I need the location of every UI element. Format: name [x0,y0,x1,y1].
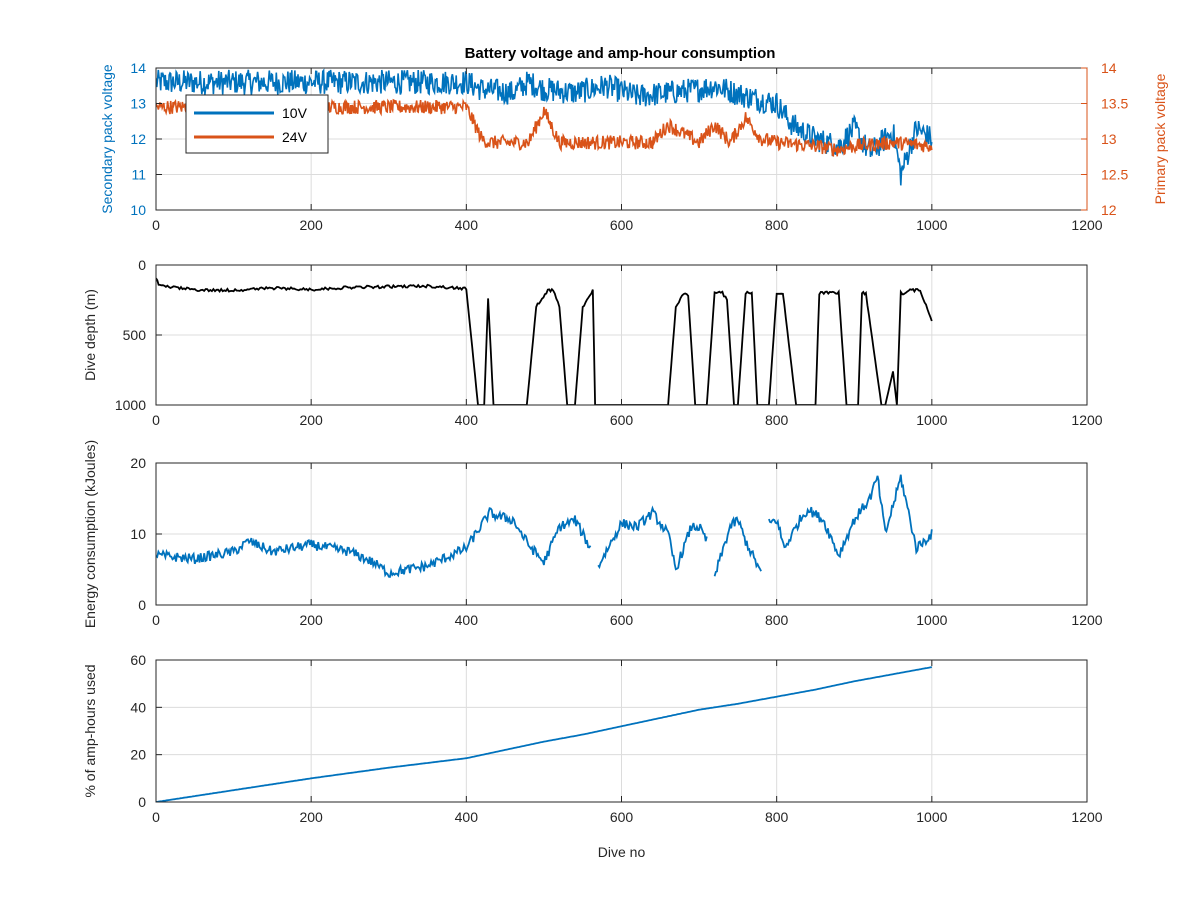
y-axis-label: Secondary pack voltage [99,64,115,214]
series-line-10V [156,68,933,186]
y-tick-label: 0 [138,794,146,810]
chart-title: Battery voltage and amp-hour consumption [465,45,776,62]
legend-label: 10V [282,105,308,121]
y-tick-label: 500 [123,327,147,343]
x-tick-label: 800 [765,412,789,428]
y-tick-label: 13 [130,96,146,112]
x-tick-label: 0 [152,612,160,628]
x-tick-label: 200 [299,412,323,428]
x-tick-label: 1000 [916,217,947,233]
series-line-amphours [156,666,932,802]
y-tick-label: 0 [138,257,146,273]
axes-amphours: 0 200 400 600 800 1000 1200 0 20 40 60 % of amp-hou… [82,652,1103,860]
y-tick-label: 12 [130,131,146,147]
x-tick-label: 0 [152,412,160,428]
x-tick-label: 1000 [916,809,947,825]
legend-label: 24V [282,129,308,145]
x-tick-label: 400 [455,412,479,428]
y-right-tick-label: 13 [1101,131,1117,147]
x-tick-label: 200 [299,217,323,233]
axes-energy: 0 200 400 600 800 1000 1200 0 10 20 Energy consump… [82,440,1103,628]
x-tick-label: 600 [610,412,634,428]
x-tick-label: 800 [765,217,789,233]
x-tick-label: 1200 [1071,612,1102,628]
y-tick-label: 20 [130,747,146,763]
y-tick-label: 10 [130,202,146,218]
x-tick-label: 800 [765,612,789,628]
y-tick-label: 14 [130,60,146,76]
x-tick-label: 600 [610,809,634,825]
x-tick-label: 600 [610,217,634,233]
series-line-energy [768,474,933,559]
axes-voltage: 0 200 400 600 800 1000 1200 10 11 12 13 14 12 12.5 13 1… [99,60,1168,233]
x-tick-label: 600 [610,612,634,628]
axes-depth: 0 200 400 600 800 1000 1200 0 500 1000 Dive depth … [82,257,1103,428]
y-right-tick-label: 12.5 [1101,167,1128,183]
y-tick-label: 60 [130,652,146,668]
x-tick-label: 0 [152,809,160,825]
legend-box [185,94,329,154]
x-tick-label: 400 [455,809,479,825]
x-tick-label: 400 [455,612,479,628]
series-line-energy [597,505,708,571]
x-tick-label: 400 [455,217,479,233]
x-tick-label: 200 [299,612,323,628]
y-right-tick-label: 12 [1101,202,1117,218]
y-right-tick-label: 14 [1101,60,1117,76]
x-tick-label: 200 [299,809,323,825]
y-axis-label: % of amp-hours used [82,664,98,797]
y-right-tick-label: 13.5 [1101,96,1128,112]
y-tick-label: 40 [130,699,146,715]
x-tick-label: 1200 [1071,217,1102,233]
x-tick-label: 1000 [916,412,947,428]
series-line-energy [156,507,592,578]
series-line-energy [713,516,762,577]
x-axis-label: Dive no [598,844,646,860]
y-axis-label: Dive depth (m) [82,289,98,381]
x-tick-label: 800 [765,809,789,825]
y-tick-label: 1000 [115,397,146,413]
x-tick-label: 0 [152,217,160,233]
y-tick-label: 20 [130,455,146,471]
y-tick-label: 0 [138,597,146,613]
y-tick-label: 10 [130,526,146,542]
x-tick-label: 1200 [1071,809,1102,825]
y-axis-label: Energy consumption (kJoules) [82,440,98,628]
x-tick-label: 1200 [1071,412,1102,428]
y-right-label: Primary pack voltage [1152,73,1168,204]
y-tick-label: 11 [131,167,146,183]
x-tick-label: 1000 [916,612,947,628]
series-line-depth [156,277,933,405]
